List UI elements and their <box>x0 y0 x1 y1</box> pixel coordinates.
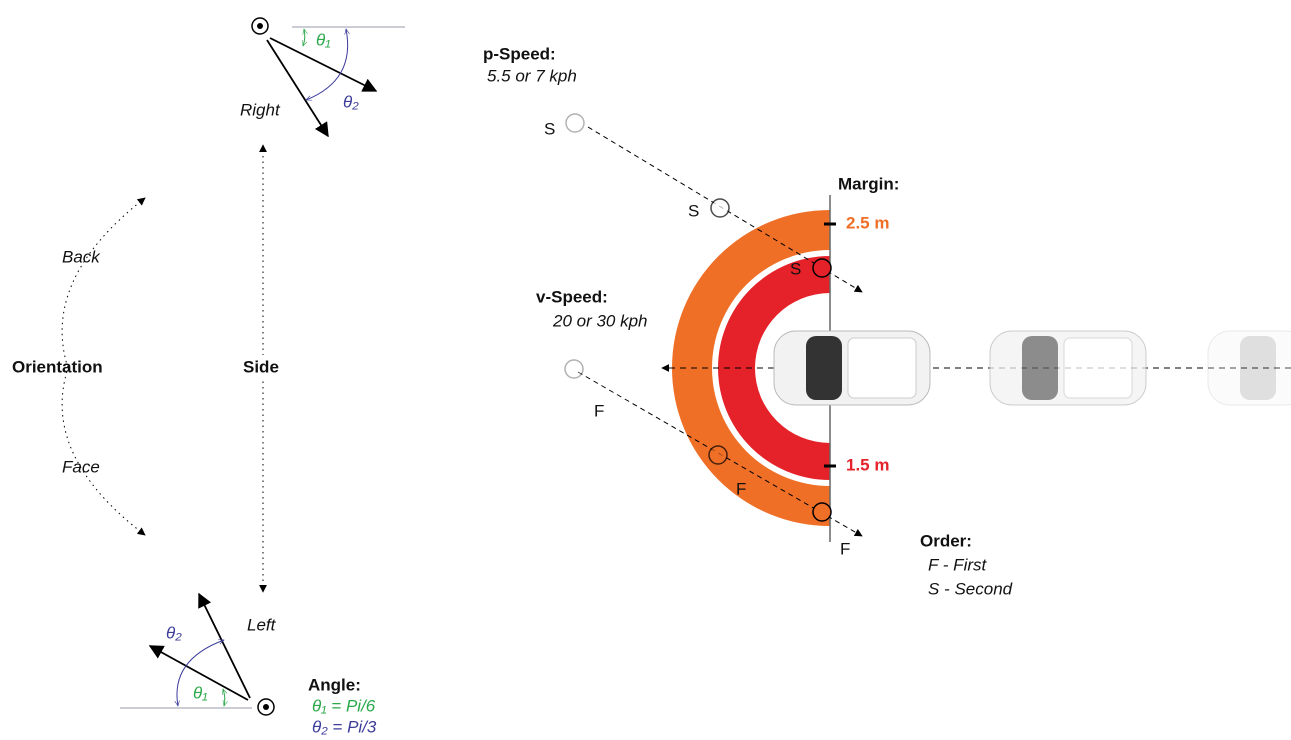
theta2-arc <box>177 640 224 706</box>
margin-outer: 2.5 m <box>846 213 889 232</box>
back-label: Back <box>62 247 101 266</box>
face-label: Face <box>62 457 100 476</box>
order-label: F <box>840 539 850 558</box>
theta1-label: θ₁ <box>193 683 208 702</box>
order-first: F - First <box>928 555 988 574</box>
pedestrian-icon <box>251 17 269 35</box>
left-label: Left <box>247 615 277 634</box>
theta2-label: θ₂ <box>166 623 182 642</box>
orientation-label: Orientation <box>12 357 103 376</box>
margin-title: Margin: <box>838 174 899 193</box>
order-label: S <box>790 259 801 278</box>
pedestrian-icon <box>565 113 585 133</box>
pedestrian-icon <box>257 698 275 716</box>
pedestrian-icon <box>708 445 728 465</box>
order-label: S <box>688 201 699 220</box>
angle-title: Angle: <box>308 675 361 694</box>
v-speed-value: 20 or 30 kph <box>552 311 648 330</box>
car <box>773 330 931 406</box>
pedestrian-icon <box>812 258 832 278</box>
order-label: S <box>544 119 555 138</box>
car <box>1207 330 1291 406</box>
outer-margin <box>672 210 830 526</box>
theta1-arc <box>223 689 225 706</box>
p-speed-title: p-Speed: <box>483 44 556 63</box>
label-bg <box>238 355 288 381</box>
order-second: S - Second <box>928 579 1013 598</box>
car <box>989 330 1147 406</box>
heading-arrow <box>198 592 251 699</box>
theta1-label: θ₁ <box>316 30 331 49</box>
right-label: Right <box>240 100 281 119</box>
theta1-arc <box>303 29 305 46</box>
angle-theta2: θ₂ = Pi/3 <box>312 717 377 736</box>
pedestrian-icon <box>812 502 832 522</box>
pedestrian-icon <box>564 359 584 379</box>
v-speed-title: v-Speed: <box>536 287 608 306</box>
p-speed-value: 5.5 or 7 kph <box>487 66 577 85</box>
theta2-label: θ₂ <box>343 92 359 111</box>
order-label: F <box>736 479 746 498</box>
side-label: Side <box>243 357 279 376</box>
angle-theta1: θ₁ = Pi/6 <box>312 696 376 715</box>
order-label: F <box>594 401 604 420</box>
pedestrian-icon <box>710 198 730 218</box>
theta2-arc <box>306 29 348 100</box>
inner-margin <box>718 256 830 480</box>
order-title: Order: <box>920 531 972 550</box>
margin-inner: 1.5 m <box>846 455 889 474</box>
heading-arrow <box>266 39 329 138</box>
